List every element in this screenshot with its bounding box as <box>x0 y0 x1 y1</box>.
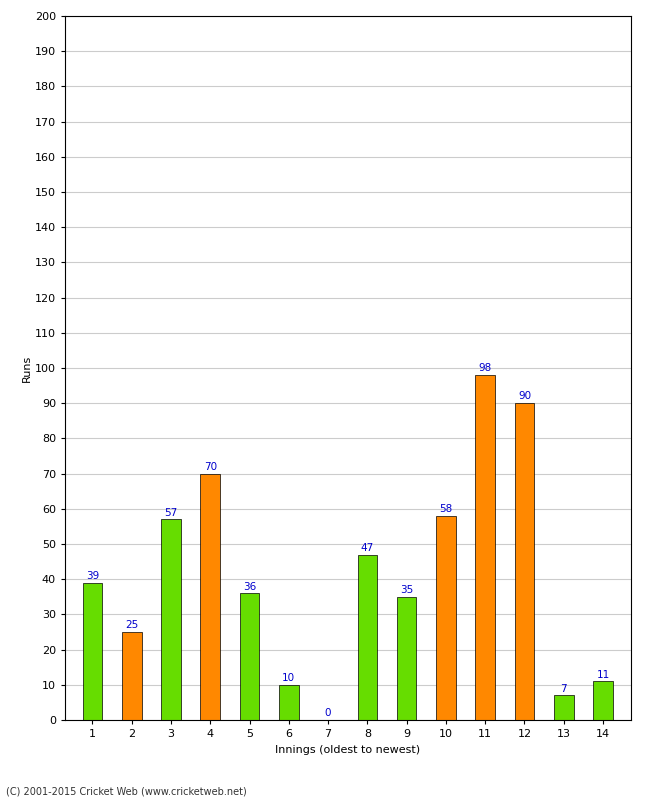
Bar <box>122 632 142 720</box>
Bar <box>397 597 417 720</box>
Text: 58: 58 <box>439 504 452 514</box>
Text: 90: 90 <box>518 391 531 402</box>
Text: 35: 35 <box>400 585 413 595</box>
Bar <box>83 582 102 720</box>
Text: 57: 57 <box>164 508 177 518</box>
Text: 39: 39 <box>86 571 99 581</box>
X-axis label: Innings (oldest to newest): Innings (oldest to newest) <box>275 745 421 754</box>
Text: 36: 36 <box>243 582 256 591</box>
Bar <box>475 375 495 720</box>
Text: 47: 47 <box>361 542 374 553</box>
Text: 11: 11 <box>597 670 610 679</box>
Text: 70: 70 <box>203 462 217 472</box>
Text: 10: 10 <box>282 673 295 683</box>
Bar <box>593 682 613 720</box>
Bar <box>279 685 298 720</box>
Text: 7: 7 <box>560 683 567 694</box>
Bar <box>240 594 259 720</box>
Bar <box>200 474 220 720</box>
Bar <box>436 516 456 720</box>
Text: 0: 0 <box>325 708 332 718</box>
Text: 25: 25 <box>125 620 138 630</box>
Bar <box>358 554 377 720</box>
Text: 98: 98 <box>478 363 492 374</box>
Bar <box>554 695 573 720</box>
Bar <box>161 519 181 720</box>
Text: (C) 2001-2015 Cricket Web (www.cricketweb.net): (C) 2001-2015 Cricket Web (www.cricketwe… <box>6 786 247 796</box>
Y-axis label: Runs: Runs <box>22 354 32 382</box>
Bar <box>515 403 534 720</box>
